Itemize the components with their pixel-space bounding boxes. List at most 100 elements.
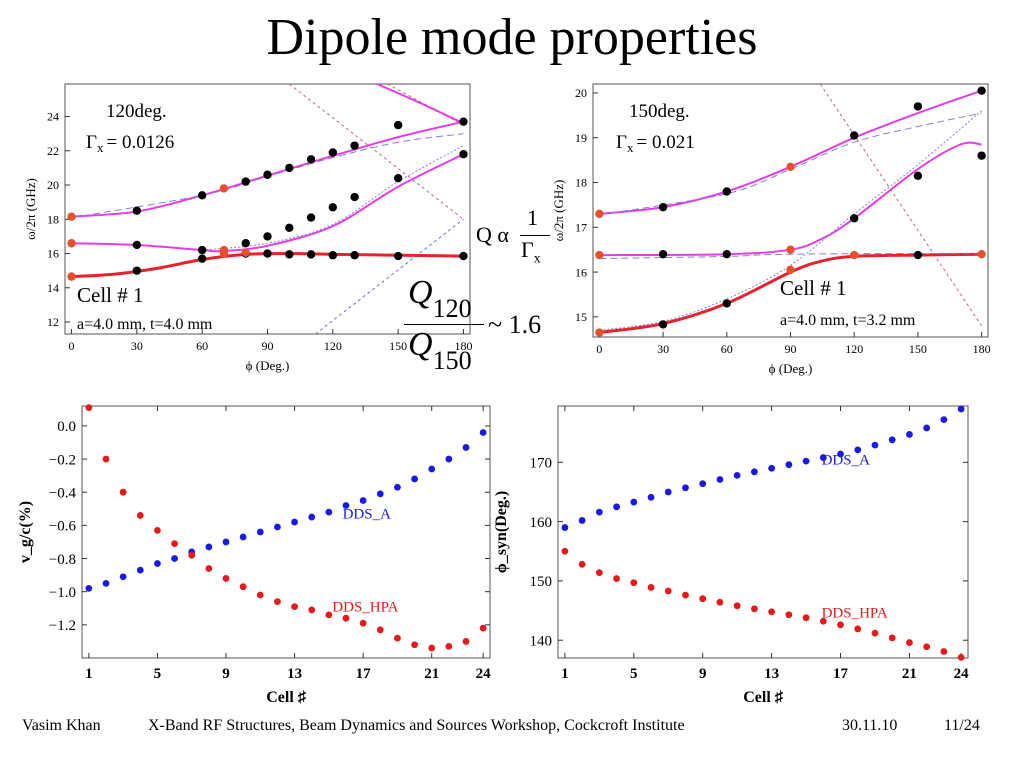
data-point — [977, 151, 986, 160]
y-tick-label: 17 — [575, 220, 587, 234]
footer-page: 11/24 — [944, 717, 980, 734]
dispersion-fit-curve — [202, 145, 464, 251]
x-tick-label: 13 — [287, 666, 302, 682]
data-point — [85, 404, 93, 412]
data-point — [459, 117, 468, 126]
data-point — [393, 120, 403, 130]
data-point — [459, 150, 468, 159]
light-line — [288, 84, 464, 220]
x-tick-label: 1 — [561, 666, 569, 682]
data-point — [428, 465, 436, 473]
data-point — [854, 625, 862, 633]
data-point — [819, 454, 827, 461]
data-point — [578, 517, 586, 524]
data-point — [285, 250, 294, 259]
x-tick-label: 5 — [154, 666, 162, 682]
data-point — [350, 192, 359, 202]
gamma-value: = 0.0126 — [106, 132, 174, 153]
data-point — [119, 488, 127, 496]
data-point — [308, 513, 316, 521]
gamma-value: = 0.021 — [636, 132, 694, 153]
data-point — [595, 569, 603, 577]
series-label: DDS_A — [822, 453, 871, 469]
dispersion-curve — [374, 84, 464, 125]
y-tick-label: 140 — [530, 633, 553, 649]
data-point — [578, 560, 586, 568]
y-tick-label: 14 — [47, 281, 59, 295]
data-point — [768, 464, 776, 472]
data-point — [699, 595, 707, 603]
data-point — [67, 212, 76, 221]
data-point — [459, 251, 468, 261]
data-point — [291, 603, 298, 611]
y-tick-label: 20 — [575, 86, 587, 100]
data-point — [699, 480, 707, 488]
x-tick-label: 21 — [424, 666, 439, 682]
data-point — [197, 191, 207, 200]
data-point — [837, 450, 844, 458]
data-point — [647, 493, 655, 501]
data-point — [350, 251, 359, 260]
data-point — [913, 250, 923, 260]
y-tick-label: 19 — [575, 131, 587, 145]
series-label: DDS_HPA — [332, 600, 398, 616]
data-point — [328, 203, 338, 212]
data-point — [241, 239, 250, 248]
data-point — [613, 503, 620, 511]
data-point — [102, 579, 110, 587]
data-point — [350, 141, 359, 150]
data-point — [957, 405, 965, 413]
data-point — [664, 488, 672, 496]
data-point — [561, 547, 569, 555]
data-point — [658, 249, 668, 259]
x-tick-label: 24 — [954, 666, 970, 682]
data-point — [274, 598, 281, 606]
phase-annotation: 150deg. — [629, 101, 690, 122]
plot-layer: 1 5 9 13 17 21 24 140 150 160 170 Cell ♯ ϕ_syn(Deg.)… — [493, 405, 970, 706]
data-point — [119, 573, 127, 581]
data-point — [274, 523, 281, 531]
ratio-line — [404, 324, 484, 325]
data-point — [854, 446, 862, 454]
data-point — [132, 206, 142, 215]
data-point — [786, 162, 795, 172]
x-tick-label: 0 — [596, 342, 602, 356]
y-tick-label: −1.2 — [49, 618, 76, 634]
data-point — [394, 634, 401, 642]
data-point — [658, 320, 668, 329]
y-axis-label: ω/2π (GHz) — [23, 178, 38, 240]
data-point — [664, 587, 672, 595]
data-point — [802, 614, 810, 622]
data-point — [291, 518, 298, 526]
x-tick-label: 17 — [356, 666, 372, 682]
x-tick-label: 60 — [721, 342, 733, 356]
q-ratio-equation: Q120 Q150 ~ 1.6 — [404, 274, 564, 384]
data-point — [222, 538, 230, 546]
data-point — [906, 639, 913, 646]
data-point — [376, 626, 384, 634]
data-point — [445, 642, 453, 650]
data-point — [871, 629, 879, 637]
data-point — [411, 475, 418, 483]
data-point — [325, 611, 333, 619]
data-point — [222, 575, 230, 582]
dims-annotation: a=4.0 mm, t=3.2 mm — [780, 312, 916, 329]
gamma-symbol: Γ — [86, 132, 97, 153]
data-point — [102, 455, 110, 463]
x-tick-label: 90 — [785, 342, 797, 356]
data-point — [428, 644, 436, 652]
data-point — [630, 498, 638, 506]
x-tick-label: 180 — [973, 342, 991, 356]
ratio-den: Q150 — [408, 326, 472, 375]
phase-annotation: 120deg. — [106, 101, 167, 122]
data-point — [802, 457, 810, 465]
y-tick-label: −1.0 — [49, 585, 76, 601]
data-point — [733, 471, 741, 479]
sync-phase-chart: 1 5 9 13 17 21 24 140 150 160 170 Cell ♯ ϕ_syn(Deg.)… — [493, 405, 969, 706]
group-velocity-chart: 1 5 9 13 17 21 24 0.0 −0.2 −0.4 −0.6 −0.8 −1.0 −1.2 Ce… — [17, 404, 491, 706]
data-point — [342, 502, 350, 509]
data-point — [263, 232, 272, 241]
data-point — [750, 605, 758, 613]
y-tick-label: 18 — [47, 212, 59, 226]
y-tick-label: 22 — [47, 144, 59, 158]
